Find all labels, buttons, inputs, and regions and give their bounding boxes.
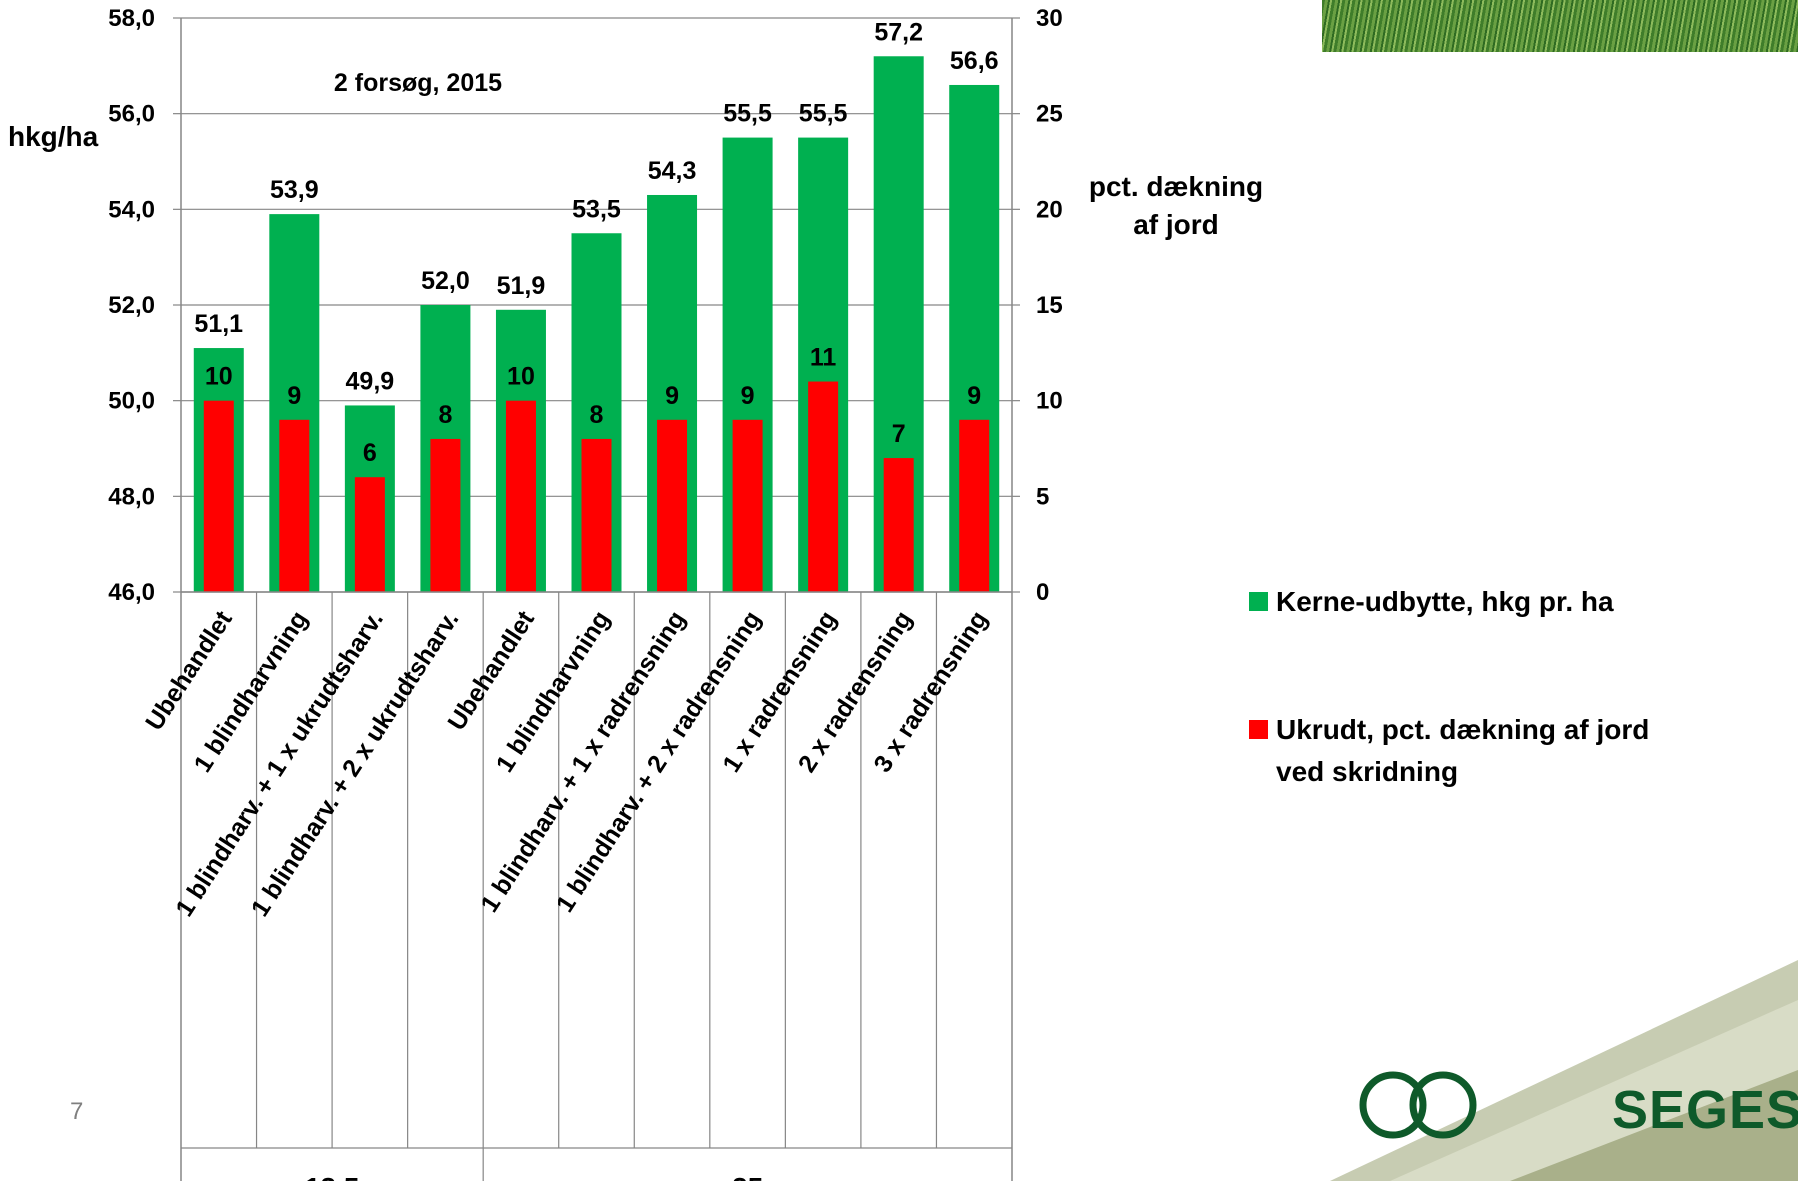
weed-bar: [354, 477, 385, 592]
weed-data-label: 7: [892, 420, 906, 448]
yield-data-label: 53,9: [270, 176, 319, 204]
yield-data-label: 56,6: [950, 47, 999, 75]
weed-data-label: 11: [810, 344, 837, 372]
right-tick-label: 15: [1036, 292, 1063, 319]
grass-photo: [1322, 0, 1798, 52]
weed-bar: [732, 419, 763, 592]
yield-data-label: 55,5: [723, 100, 772, 128]
weed-bar: [505, 400, 536, 592]
yield-data-label: 57,2: [874, 18, 923, 46]
seges-logo: [1330, 960, 1798, 1181]
left-tick-label: 52,0: [108, 292, 155, 319]
right-tick-label: 30: [1036, 5, 1063, 32]
weed-bar: [581, 438, 612, 592]
right-axis-title-line1: pct. dækning: [1089, 171, 1263, 202]
weed-bar: [657, 419, 688, 592]
left-tick-label: 46,0: [108, 579, 155, 606]
weed-data-label: 6: [363, 439, 377, 467]
yield-data-label: 54,3: [648, 157, 697, 185]
logo-text: SEGES: [1612, 1080, 1798, 1140]
left-axis-title: hkg/ha: [8, 121, 99, 152]
legend-label-yield: Kerne-udbytte, hkg pr. ha: [1276, 586, 1614, 617]
right-tick-label: 0: [1036, 579, 1049, 606]
weed-data-label: 9: [287, 382, 301, 410]
legend-label-weed-line1: Ukrudt, pct. dækning af jord: [1276, 714, 1649, 745]
right-tick-label: 25: [1036, 101, 1063, 128]
left-tick-label: 56,0: [108, 101, 155, 128]
weed-bar: [430, 438, 461, 592]
yield-data-label: 51,9: [497, 272, 546, 300]
group-label: 25: [732, 1172, 763, 1181]
right-tick-label: 20: [1036, 196, 1063, 223]
yield-data-label: 52,0: [421, 267, 470, 295]
weed-bar: [279, 419, 310, 592]
weed-data-label: 8: [590, 401, 604, 429]
weed-bar: [959, 419, 990, 592]
left-tick-label: 58,0: [108, 5, 155, 32]
right-tick-label: 5: [1036, 483, 1049, 510]
legend-swatch-weed: [1249, 720, 1268, 739]
left-tick-label: 50,0: [108, 388, 155, 415]
yield-data-label: 49,9: [346, 367, 395, 395]
weed-data-label: 10: [205, 363, 233, 391]
weed-bar: [808, 381, 839, 592]
right-tick-label: 10: [1036, 388, 1063, 415]
group-label: 12,5: [305, 1172, 360, 1181]
yield-data-label: 53,5: [572, 195, 621, 223]
weed-data-label: 8: [438, 401, 452, 429]
weed-data-label: 9: [741, 382, 755, 410]
right-axis-title-line2: af jord: [1133, 209, 1219, 240]
weed-data-label: 10: [507, 363, 535, 391]
weed-bar: [883, 458, 914, 592]
legend-swatch-yield: [1249, 592, 1268, 611]
chart-annotation: 2 forsøg, 2015: [334, 69, 502, 97]
weed-data-label: 9: [665, 382, 679, 410]
weed-data-label: 9: [967, 382, 981, 410]
left-tick-label: 54,0: [108, 196, 155, 223]
yield-data-label: 55,5: [799, 100, 848, 128]
weed-bar: [203, 400, 234, 592]
legend-label-weed-line2: ved skridning: [1276, 756, 1458, 787]
slide-number: 7: [70, 1098, 84, 1125]
left-tick-label: 48,0: [108, 483, 155, 510]
yield-data-label: 51,1: [194, 310, 243, 338]
